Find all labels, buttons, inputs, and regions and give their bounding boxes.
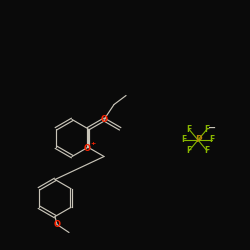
Text: +: + [90,141,96,146]
Text: O: O [84,144,90,153]
Text: −: − [208,123,216,133]
Text: P: P [195,136,201,144]
Text: F: F [210,136,214,144]
Text: O: O [100,115,107,124]
Text: F: F [204,146,210,155]
Text: F: F [186,125,192,134]
Text: F: F [182,136,186,144]
Text: F: F [186,146,192,155]
Text: O: O [54,220,60,229]
Text: F: F [204,125,210,134]
